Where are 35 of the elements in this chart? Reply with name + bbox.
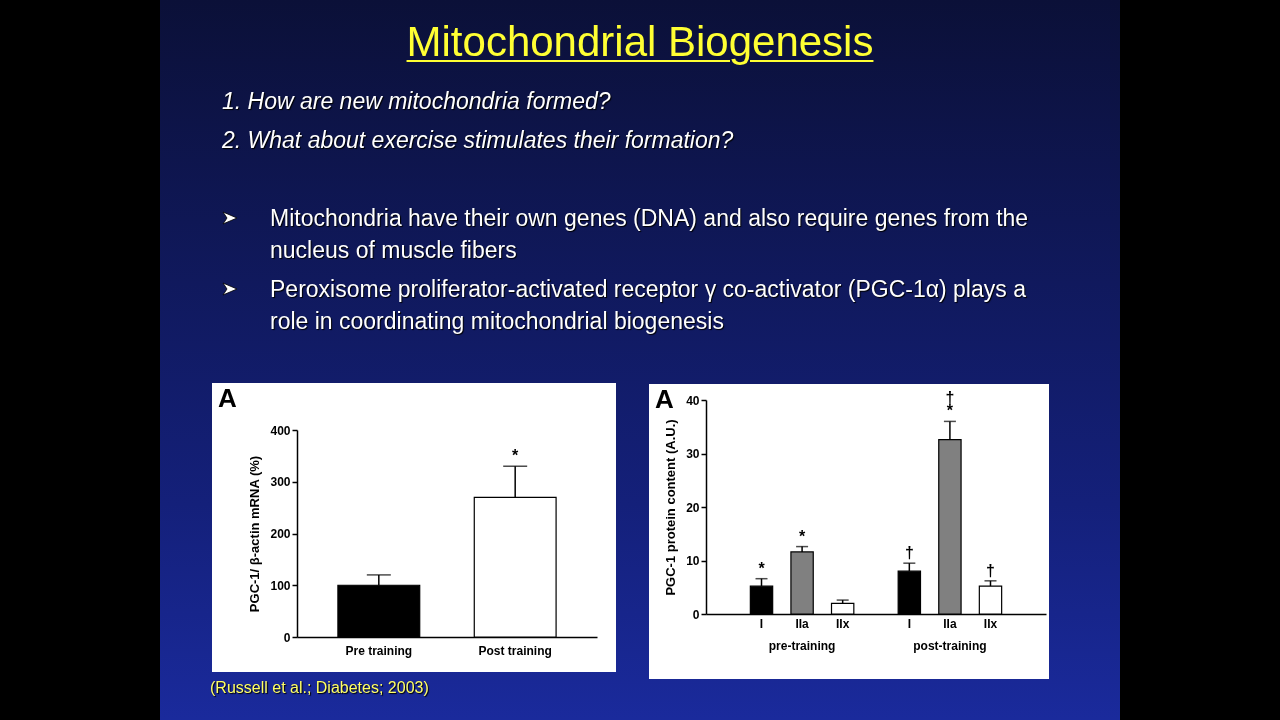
text: (Russell et al.; Diabetes; 2003) — [210, 679, 429, 697]
y-axis-title: PGC-1 protein content (A.U.) — [663, 419, 679, 596]
y-tick-label: 300 — [270, 475, 291, 490]
text: IIa — [943, 617, 957, 631]
text: A — [218, 383, 237, 414]
x-tick-label: Post training — [478, 643, 552, 658]
series-label: IIx — [835, 617, 850, 631]
y-tick-label: 0 — [283, 630, 291, 645]
text: I — [907, 617, 912, 631]
x-tick-label: pre-training — [768, 638, 836, 653]
annotation: * — [758, 559, 766, 577]
x-tick-label: Pre training — [345, 643, 413, 658]
text: 2. What about exercise stimulates their formation? — [222, 127, 734, 154]
y-tick-label: 200 — [270, 527, 291, 541]
text: Mitochondrial Biogenesis — [405, 18, 875, 66]
text: IIx — [983, 617, 998, 631]
y-tick-label: 0 — [692, 607, 700, 622]
y-tick-label: 400 — [270, 423, 291, 438]
y-tick-label: 10 — [686, 554, 700, 568]
annotation: * — [512, 447, 520, 465]
text: 1. How are new mitochondria formed? — [222, 88, 611, 115]
text: A — [655, 384, 674, 415]
y-tick-label: 30 — [686, 447, 700, 461]
annotation: † — [986, 561, 995, 579]
y-tick-label: 100 — [270, 578, 291, 593]
y-tick-label: 40 — [686, 393, 700, 408]
x-tick-label: post-training — [913, 638, 987, 653]
text: Mitochondria have their own genes (DNA) and also require genes from the nucleus of muscle fibers — [270, 204, 1030, 265]
annotation: † — [904, 544, 914, 562]
text: Peroxisome proliferator-activated receptor γ co-activator (PGC-1α) plays a role in coordinating mitochondrial biogenesis — [270, 275, 1027, 336]
y-tick-label: 20 — [686, 500, 700, 515]
annotation: * — [798, 527, 806, 545]
y-axis-title: PGC-1/ β-actin mRNA (%) — [247, 455, 263, 613]
series-label: I — [759, 617, 764, 631]
series-label: IIa — [795, 617, 810, 631]
